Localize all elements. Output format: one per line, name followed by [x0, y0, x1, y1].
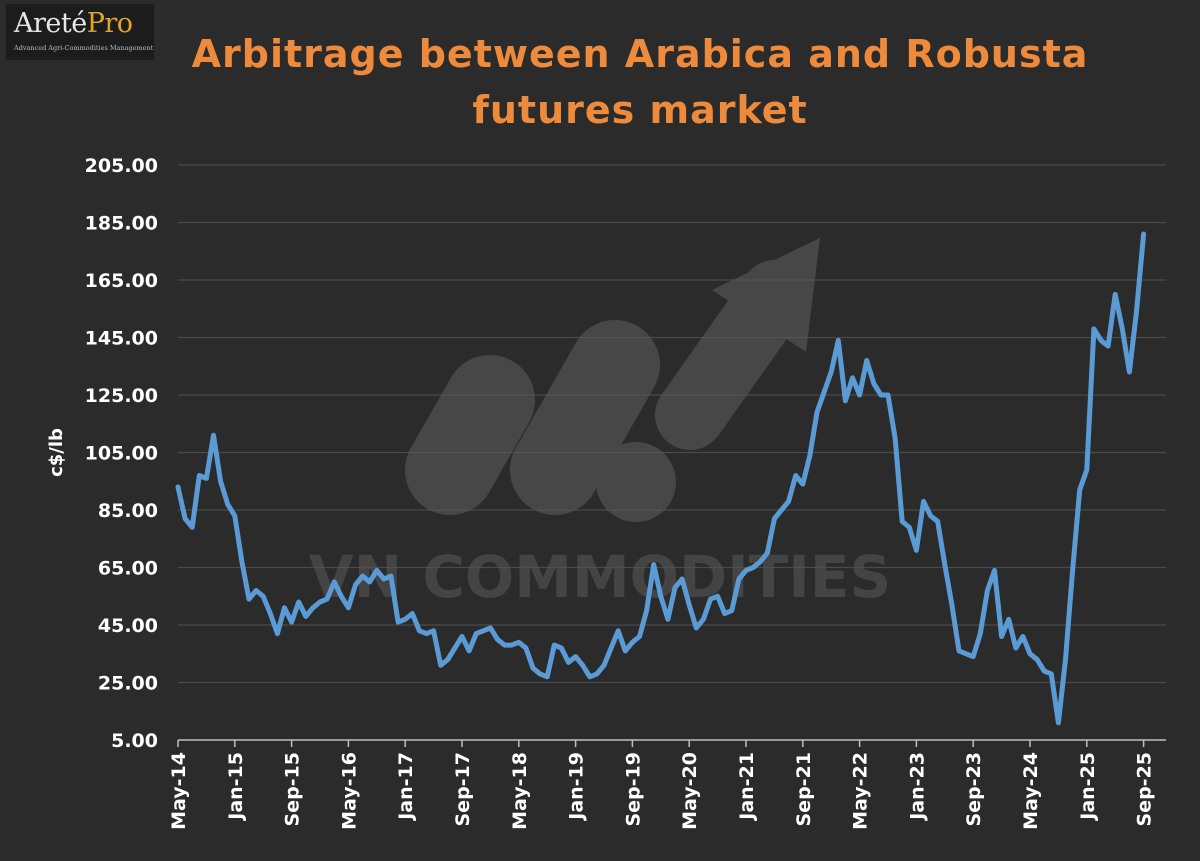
watermark-text: VN COMMODITIES — [309, 543, 892, 611]
x-tick-label: Jan-25 — [1077, 752, 1099, 822]
x-tick-label: Jan-23 — [906, 752, 928, 822]
chart-axes — [177, 739, 1166, 747]
series-group — [175, 231, 1147, 726]
x-tick-label: Sep-19 — [622, 752, 644, 827]
y-tick-labels: 205.00 185.00 165.00 145.00 125.00 105.00 85.0… — [85, 155, 158, 752]
watermark: VN COMMODITIES — [309, 238, 892, 611]
x-tick-label: May-14 — [168, 752, 190, 830]
y-tick-label: 125.00 — [85, 385, 158, 407]
y-tick-label: 65.00 — [98, 558, 158, 580]
y-tick-label: 145.00 — [85, 328, 158, 350]
x-tick-label: Jan-15 — [225, 752, 247, 822]
x-tick-labels: May-14 Jan-15 Sep-15 May-16 Jan-17 Sep-17 May-… — [168, 752, 1156, 830]
series-line — [175, 231, 1147, 726]
y-axis-label: c$/lb — [46, 428, 67, 477]
y-tick-label: 5.00 — [111, 730, 158, 752]
chart-title: Arbitrage between Arabica and Robusta fu… — [140, 26, 1140, 138]
y-tick-label: 185.00 — [85, 213, 158, 235]
watermark-dot — [596, 442, 676, 522]
watermark-arrow-head — [712, 238, 820, 352]
x-tick-label: Sep-21 — [793, 752, 815, 827]
chart-gridlines — [178, 164, 1166, 684]
x-tick-label: May-22 — [850, 752, 872, 830]
y-tick-label: 25.00 — [98, 673, 158, 695]
watermark-stroke-1 — [405, 355, 535, 515]
watermark-stroke-2 — [510, 320, 660, 515]
x-tick-label: May-18 — [509, 752, 531, 830]
chart-title-line-2: futures market — [472, 88, 808, 132]
x-tick-label: May-16 — [338, 752, 360, 830]
y-tick-label: 45.00 — [98, 615, 158, 637]
brand-logo-tagline: Advanced Agri-Commodities Management — [14, 44, 154, 52]
x-tick-label: Sep-23 — [963, 752, 985, 827]
brand-logo-wordmark: AretéPro — [14, 8, 133, 39]
x-tick-label: May-20 — [679, 752, 701, 830]
y-tick-label: 165.00 — [85, 270, 158, 292]
y-tick-label: 205.00 — [85, 155, 158, 177]
x-tick-label: Jan-19 — [566, 752, 588, 822]
chart-title-line-1: Arbitrage between Arabica and Robusta — [191, 32, 1089, 76]
x-tick-label: Jan-21 — [736, 752, 758, 822]
x-tick-label: Jan-17 — [395, 752, 417, 822]
y-tick-label: 105.00 — [85, 443, 158, 465]
brand-logo: AretéPro Advanced Agri-Commodities Manag… — [6, 4, 154, 60]
x-tick-label: Sep-15 — [282, 752, 304, 827]
x-tick-label: Sep-17 — [452, 752, 474, 827]
y-tick-label: 85.00 — [98, 500, 158, 522]
x-tick-label: Sep-25 — [1134, 752, 1156, 827]
x-tick-label: May-24 — [1020, 752, 1042, 830]
